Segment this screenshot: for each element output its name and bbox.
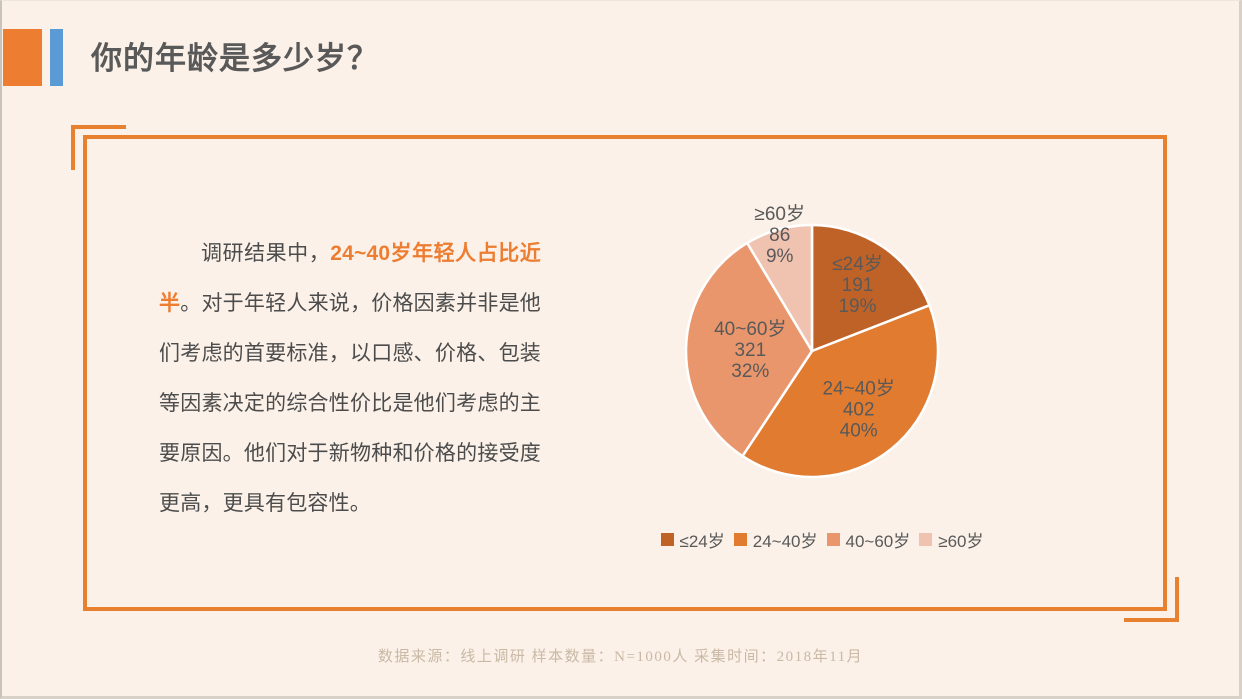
legend-item-2: 40~60岁 [826,527,911,552]
legend-swatch-icon [919,533,933,546]
pie-slice-1 [741,304,940,479]
blue-accent-bar [50,29,63,86]
paragraph-segment-0: 调研结果中， [201,242,331,265]
legend-label: ≤24岁 [679,532,725,551]
frame-corner-bottom-right [1124,577,1179,622]
pie-slice-2-label-line-2: 32% [731,361,769,382]
legend-swatch-icon [660,533,674,546]
survey-summary-paragraph: 调研结果中，24~40岁年轻人占比近半。对于年轻人来说，价格因素并非是他们考虑的… [159,229,541,529]
legend-swatch-icon [826,533,840,546]
legend-label: ≥60岁 [938,532,984,551]
data-source-note: 数据来源：线上调研 样本数量：N=1000人 采集时间：2018年11月 [377,649,864,665]
chart-legend: ≤24岁 24~40岁 40~60岁 ≥60岁 [622,527,1022,552]
legend-item-1: 24~40岁 [733,527,818,552]
legend-item-0: ≤24岁 [660,527,725,552]
legend-label: 24~40岁 [752,532,818,551]
pie-slice-1-label-line-1: 402 [843,399,875,420]
pie-slice-0-label-line-0: ≤24岁 [832,253,883,275]
pie-slice-2-label-line-0: 40~60岁 [714,318,786,340]
legend-swatch-icon [733,533,747,546]
page-title: 你的年龄是多少岁？ [91,41,379,76]
pie-slice-1-label-line-2: 40% [840,420,878,441]
pie-slice-3-label-line-1: 86 [769,225,790,246]
pie-slice-1-label-line-0: 24~40岁 [823,377,895,399]
frame-corner-top-left [71,125,126,170]
pie-slice-3-label-line-0: ≥60岁 [754,203,805,225]
pie-slice-3 [745,223,814,353]
orange-accent-bar [3,29,42,86]
pie-slice-3-label-line-2: 9% [766,246,794,267]
pie-slice-2-label-line-1: 321 [734,340,766,361]
paragraph-segment-1: 24~40岁年轻人占比近半 [159,242,541,315]
content-frame [83,135,1167,611]
paragraph-segment-2: 。对于年轻人来说，价格因素并非是他们考虑的首要标准，以口感、价格、包装等因素决定… [159,292,542,515]
pie-slice-0-label-line-1: 191 [842,275,874,296]
legend-label: 40~60岁 [845,532,911,551]
pie-slice-0 [810,223,931,353]
pie-slice-0-label-line-2: 19% [838,296,876,317]
pie-slice-2 [684,241,814,458]
legend-item-3: ≥60岁 [919,527,984,552]
